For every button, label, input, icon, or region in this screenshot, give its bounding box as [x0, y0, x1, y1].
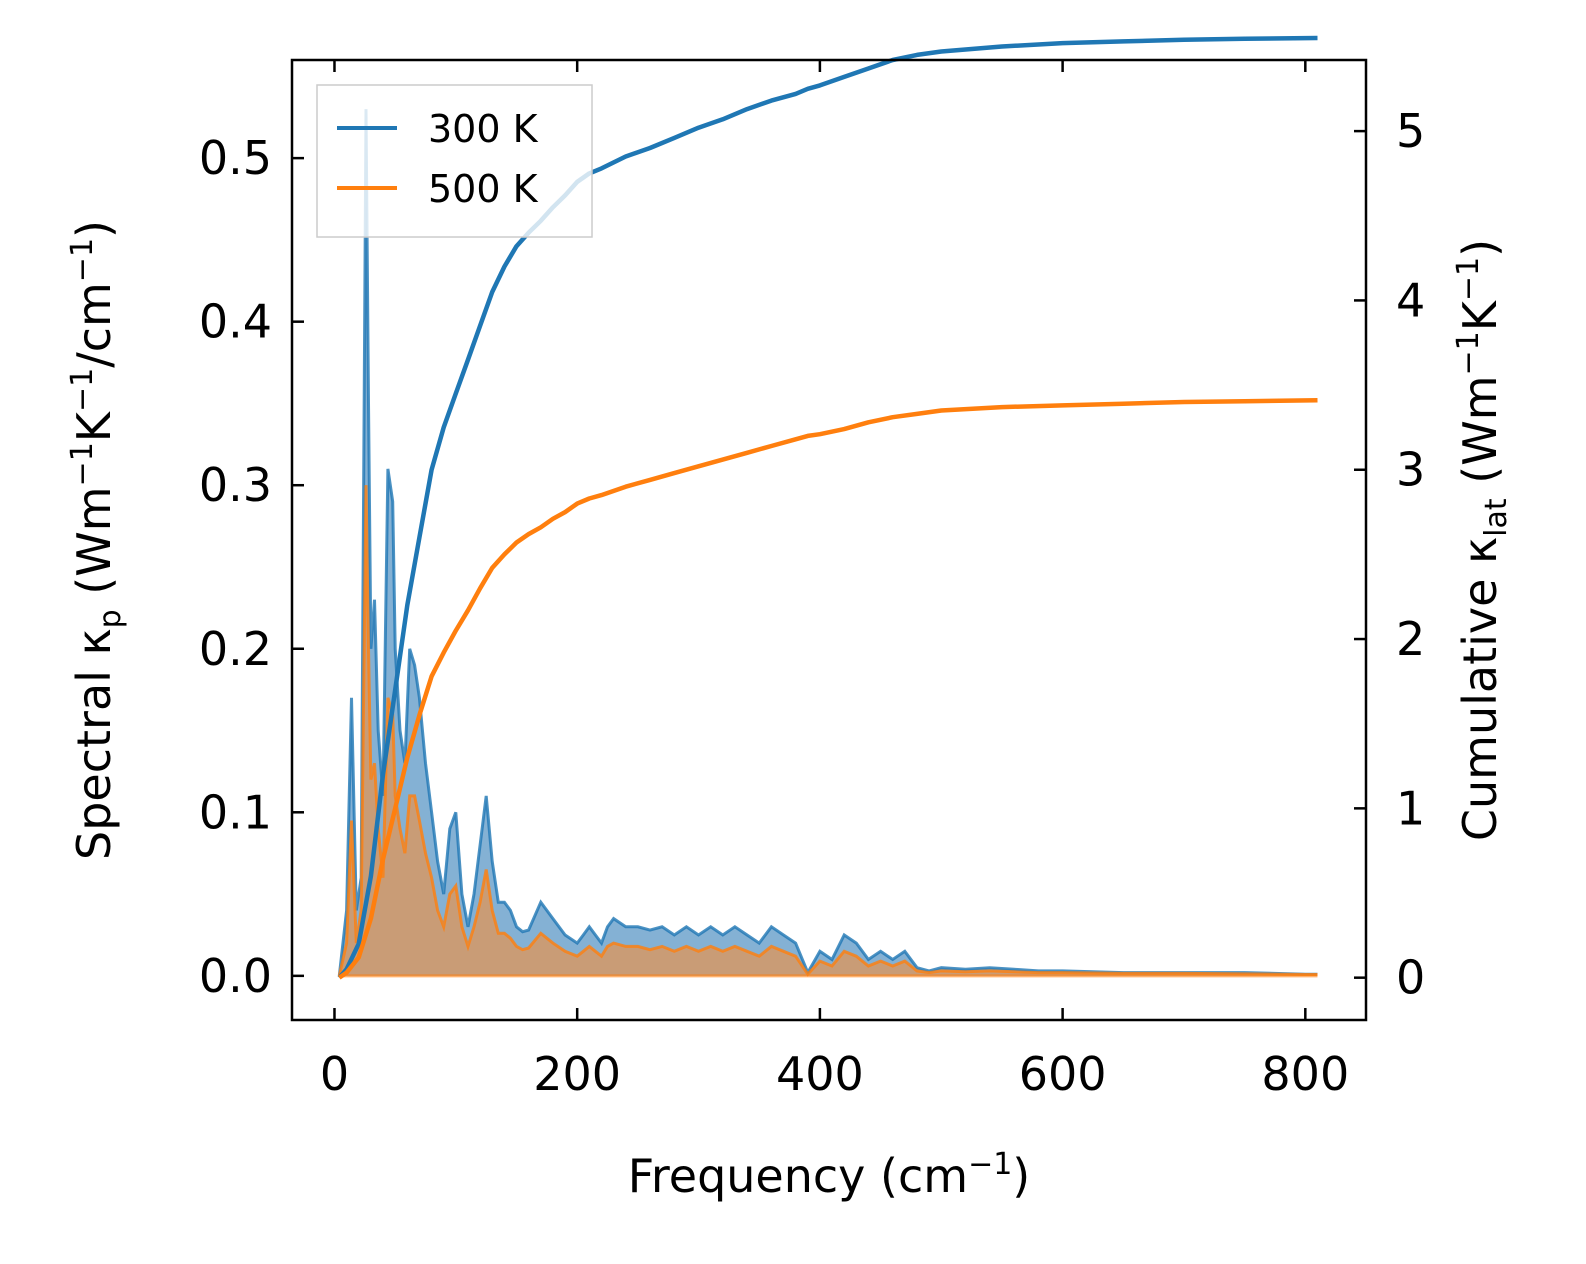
y-right-tick-label: 2: [1396, 612, 1425, 666]
legend-label-500: 500 K: [428, 167, 539, 211]
y-left-tick-label: 0.4: [199, 295, 272, 349]
y-left-tick-label: 0.0: [199, 949, 272, 1003]
legend-label-300: 300 K: [428, 107, 539, 151]
y-left-tick-label: 0.2: [199, 622, 272, 676]
y-left-tick-label: 0.5: [199, 131, 272, 185]
spectral-line-300: [337, 109, 1318, 977]
legend-frame: [316, 84, 593, 238]
x-tick-label: 800: [1261, 1047, 1349, 1101]
y-left-tick-label: 0.1: [199, 785, 272, 839]
plot-frame: [290, 58, 1368, 1022]
x-tick-label: 400: [776, 1047, 864, 1101]
x-tick-label: 0: [320, 1047, 349, 1101]
x-tick-label: 600: [1019, 1047, 1107, 1101]
y-axis-right-label: Cumulative κlat (Wm−1K−1): [1451, 239, 1514, 841]
y-axis-left-label: Spectral κp (Wm−1K−1/cm−1): [65, 220, 128, 860]
y-right-tick-label: 3: [1396, 443, 1425, 497]
spectral-area-500: [339, 485, 1318, 976]
y-right-tick-label: 1: [1396, 781, 1425, 835]
x-axis-label: Frequency (cm−1): [628, 1147, 1031, 1203]
y-right-tick-label: 0: [1396, 951, 1425, 1005]
y-right-tick-label: 5: [1396, 104, 1425, 158]
spectral-layer: [337, 109, 1318, 978]
spectral-line-500: [337, 485, 1318, 977]
x-tick-label: 200: [533, 1047, 621, 1101]
cumulative-line-500: [338, 398, 1318, 980]
y-left-tick-label: 0.3: [199, 458, 272, 512]
ticks-layer: 0 200 400 600 800 0.0 0.1 0.2 0.3 0.4 0.5 0 1 2 3 4 5: [199, 60, 1425, 1101]
y-right-tick-label: 4: [1396, 273, 1425, 327]
spectral-area-300: [339, 109, 1318, 976]
legend: 300 K 500 K: [316, 84, 593, 238]
cumulative-line-300: [337, 35, 1318, 980]
cumulative-layer: [337, 35, 1318, 980]
